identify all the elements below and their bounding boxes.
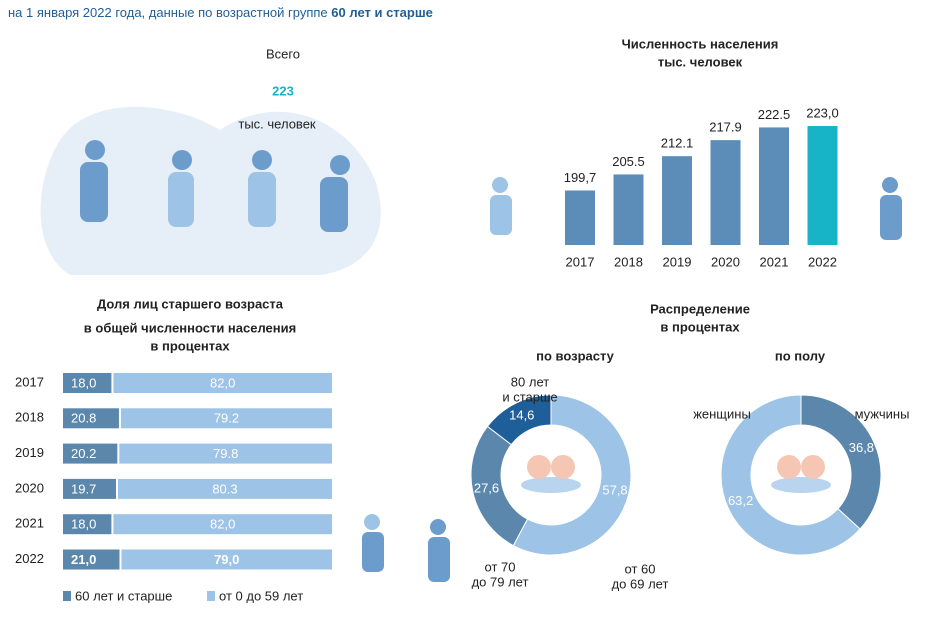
segment-label: 18,0: [71, 517, 96, 532]
bar-segment: [63, 373, 112, 393]
bar: [565, 190, 595, 245]
legend-label: от 0 до 59 лет: [219, 588, 303, 603]
segment-label: 63,2: [728, 493, 753, 508]
bar-value-label: 222.5: [758, 107, 791, 122]
bar-segment: [113, 514, 332, 535]
y-tick-label: 2022: [15, 551, 44, 566]
segment-label: 21,0: [71, 552, 96, 567]
x-tick-label: 2019: [663, 254, 692, 269]
segment-label: 79.8: [213, 446, 238, 461]
bar: [613, 174, 644, 245]
y-tick-label: 2019: [15, 445, 44, 460]
bar-segment: [117, 478, 332, 499]
bar-segment: [63, 514, 112, 535]
segment-label: 79,0: [214, 552, 239, 567]
bar: [759, 127, 789, 245]
header-bold: 60 лет и старше: [331, 5, 433, 20]
center-icon: [551, 455, 575, 479]
chart-title: в общей численности населения: [84, 320, 296, 335]
x-tick-label: 2020: [711, 254, 740, 269]
category-label: мужчины: [855, 406, 910, 421]
chart-title: Доля лиц старшего возраста: [97, 296, 284, 311]
category-label: 80 лет: [511, 374, 549, 389]
bar-segment: [119, 443, 332, 464]
category-label: до 79 лет: [472, 574, 529, 589]
total-unit: тыс. человек: [238, 116, 316, 131]
segment-label: 82,0: [210, 517, 235, 532]
segment-label: 20.8: [71, 411, 96, 426]
x-tick-label: 2022: [808, 254, 837, 269]
x-tick-label: 2017: [566, 254, 595, 269]
chart-title: по возрасту: [536, 348, 615, 363]
bar-value-label: 199,7: [564, 170, 597, 185]
distribution-title: Распределение: [650, 301, 750, 316]
bar-value-label: 205.5: [612, 154, 645, 169]
chart-title: Численность населения: [622, 36, 779, 51]
center-icon: [771, 477, 831, 493]
donut-segment: [512, 394, 632, 556]
bar: [710, 140, 741, 245]
segment-label: 19.7: [71, 481, 96, 496]
bar-value-label: 217.9: [709, 120, 742, 135]
category-label: от 60: [625, 561, 656, 576]
y-tick-label: 2018: [15, 410, 44, 425]
legend-swatch: [63, 591, 71, 601]
x-tick-label: 2018: [614, 254, 643, 269]
center-icon: [527, 455, 551, 479]
bar-segment: [120, 408, 333, 429]
center-icon: [777, 455, 801, 479]
decor-people: [80, 140, 902, 582]
donut-segment: [486, 394, 552, 446]
segment-label: 27,6: [474, 480, 499, 495]
distribution-subtitle: в процентах: [660, 319, 740, 334]
bar: [807, 126, 838, 245]
y-tick-label: 2020: [15, 480, 44, 495]
total-value: 223: [272, 83, 294, 98]
segment-label: 20.2: [71, 446, 96, 461]
segment-label: 14,6: [509, 407, 534, 422]
chart-subtitle: тыс. человек: [658, 54, 743, 69]
category-label: женщины: [693, 406, 751, 421]
chart-title: по полу: [775, 348, 826, 363]
bar-segment: [63, 443, 118, 464]
center-icon: [521, 477, 581, 493]
legend-swatch: [207, 591, 215, 601]
header-text: на 1 января 2022 года, данные по возраст…: [8, 5, 331, 20]
y-tick-label: 2017: [15, 374, 44, 389]
category-label: до 69 лет: [612, 576, 669, 591]
total-label: Всего: [266, 46, 300, 61]
y-tick-label: 2021: [15, 516, 44, 531]
bar-segment: [121, 549, 333, 570]
segment-label: 79.2: [214, 411, 239, 426]
background-blob: [40, 106, 381, 275]
header: на 1 января 2022 года, данные по возраст…: [8, 5, 433, 20]
center-icon: [801, 455, 825, 479]
legend-label: 60 лет и старше: [75, 588, 172, 603]
donut-segment: [800, 394, 882, 530]
segment-label: 36,8: [849, 440, 874, 455]
chart-subtitle: в процентах: [150, 338, 230, 353]
bar-value-label: 212.1: [661, 136, 694, 151]
segment-label: 82,0: [210, 375, 235, 390]
segment-label: 18,0: [71, 375, 96, 390]
category-label: и старше: [502, 389, 557, 404]
bar-segment: [63, 478, 116, 499]
x-tick-label: 2021: [760, 254, 789, 269]
bar-value-label: 223,0: [806, 105, 839, 120]
bar-segment: [63, 549, 120, 570]
bar: [662, 156, 692, 245]
segment-label: 80.3: [212, 481, 237, 496]
donut-segment: [720, 394, 861, 556]
bar-segment: [63, 408, 119, 429]
segment-label: 57,8: [602, 482, 627, 497]
bar-segment: [113, 373, 332, 393]
category-label: от 70: [485, 559, 516, 574]
